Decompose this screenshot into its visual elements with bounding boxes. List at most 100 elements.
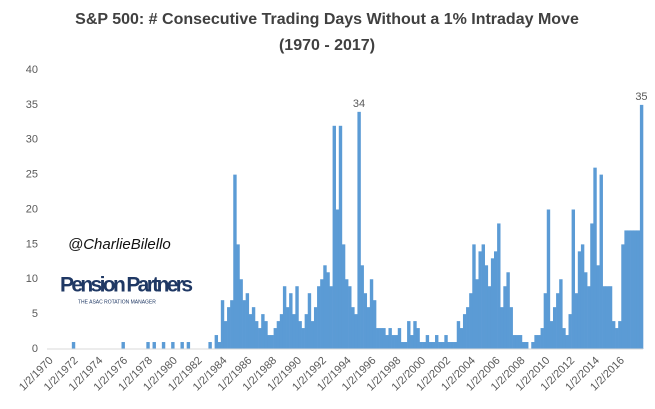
bar: [326, 272, 330, 349]
bar: [546, 209, 551, 349]
bar: [223, 321, 228, 349]
bar: [509, 307, 513, 349]
chart-subtitle: (1970 - 2017): [279, 37, 375, 54]
bar: [376, 328, 380, 349]
bar: [341, 244, 346, 349]
bar: [245, 293, 250, 349]
bar: [639, 104, 644, 349]
bar: [357, 111, 361, 349]
bar: [633, 230, 638, 349]
bar: [282, 286, 287, 349]
bar: [521, 342, 526, 349]
bar: [310, 321, 315, 349]
bar: [171, 342, 175, 349]
bar: [571, 209, 576, 349]
bar: [537, 335, 541, 349]
bar: [317, 286, 321, 349]
bar: [403, 342, 408, 349]
bar: [345, 279, 349, 349]
bar: [239, 279, 243, 349]
bar: [435, 335, 439, 349]
bar: [590, 223, 594, 349]
bar: [313, 307, 318, 349]
bar: [258, 328, 262, 349]
annotation: 35: [635, 91, 647, 103]
bar: [329, 286, 333, 349]
bar: [462, 314, 467, 349]
bar: [469, 293, 473, 349]
y-tick-label: 20: [26, 203, 38, 215]
annotation: 34: [353, 98, 365, 110]
y-tick-label: 35: [26, 99, 38, 111]
bar: [320, 279, 324, 349]
bar: [568, 314, 572, 349]
watermark-brand: Pension Partners: [60, 274, 193, 297]
bar: [599, 174, 603, 349]
bar: [360, 265, 364, 349]
bar: [214, 335, 219, 349]
bar: [540, 328, 544, 349]
bar: [413, 321, 417, 349]
bar: [602, 286, 607, 349]
bar: [307, 293, 312, 349]
bar: [146, 342, 150, 349]
bar: [478, 251, 482, 349]
bar: [379, 328, 383, 349]
bar: [264, 321, 268, 349]
bar: [431, 342, 436, 349]
bar: [351, 307, 355, 349]
bar: [447, 342, 451, 349]
bar: [217, 342, 222, 349]
bar: [456, 321, 461, 349]
bar: [363, 293, 368, 349]
bar: [227, 307, 231, 349]
bar: [481, 244, 485, 349]
bar: [400, 342, 405, 349]
bar: [459, 328, 464, 349]
bar: [587, 286, 591, 349]
bar: [490, 258, 495, 349]
bar: [611, 321, 616, 349]
bar: [273, 328, 278, 349]
bar: [276, 321, 281, 349]
bar: [236, 244, 240, 349]
bar: [580, 244, 585, 349]
y-tick-label: 30: [26, 134, 38, 146]
bar: [518, 335, 523, 349]
y-tick-label: 25: [26, 169, 38, 181]
bar: [332, 125, 336, 349]
bar: [534, 335, 538, 349]
bar: [549, 321, 554, 349]
bar: [292, 314, 296, 349]
bar: [372, 300, 377, 349]
bar: [525, 342, 529, 349]
bar: [596, 265, 600, 349]
bar: [472, 244, 476, 349]
bar: [497, 223, 501, 349]
bar: [636, 230, 641, 349]
bar: [484, 265, 489, 349]
bar: [574, 293, 579, 349]
bar: [391, 335, 395, 349]
bar: [410, 335, 414, 349]
bar: [503, 286, 507, 349]
bar: [500, 307, 504, 349]
bar: [233, 174, 237, 349]
bar: [624, 230, 628, 349]
bar: [248, 314, 253, 349]
bar: [425, 335, 430, 349]
watermark-handle: @CharlieBilello: [68, 236, 171, 253]
bar: [394, 335, 399, 349]
bar: [323, 265, 327, 349]
bar: [630, 230, 634, 349]
bar: [577, 251, 582, 349]
bar: [556, 293, 560, 349]
bar: [180, 342, 184, 349]
y-tick-label: 15: [26, 238, 38, 250]
bar: [531, 342, 535, 349]
chart-title: S&P 500: # Consecutive Trading Days With…: [75, 11, 579, 28]
bar: [515, 335, 520, 349]
bar: [605, 286, 610, 349]
bar: [438, 342, 442, 349]
